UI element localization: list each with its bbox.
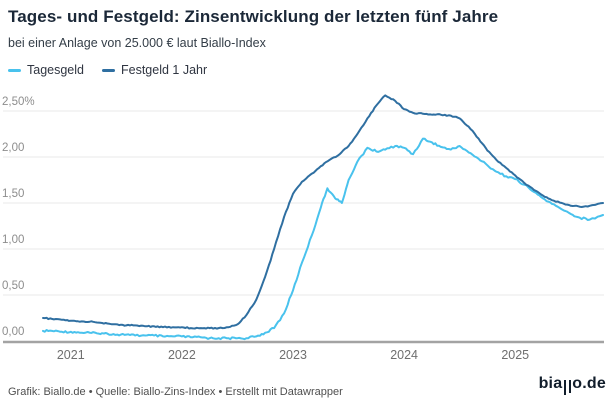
y-axis-tick-label: 2,50% bbox=[2, 96, 35, 108]
y-axis-tick-label: 1,50 bbox=[2, 188, 25, 200]
logo-bar-icon bbox=[568, 380, 571, 393]
legend-item: Festgeld 1 Jahr bbox=[102, 63, 207, 77]
logo-bar-icon bbox=[563, 380, 566, 395]
series-line-0 bbox=[42, 137, 604, 341]
biallo-logo: bia o.de bbox=[538, 375, 606, 395]
y-axis-tick-label: 0,50 bbox=[2, 280, 25, 292]
x-axis-tick-label: 2025 bbox=[501, 348, 530, 362]
legend-label: Tagesgeld bbox=[27, 63, 84, 77]
x-axis-tick-label: 2024 bbox=[390, 348, 419, 362]
x-axis-tick-label: 2023 bbox=[279, 348, 307, 362]
chart-subtitle: bei einer Anlage von 25.000 € laut Biall… bbox=[8, 36, 266, 50]
y-axis-tick-label: 2,00 bbox=[2, 142, 25, 154]
x-axis-tick-label: 2022 bbox=[167, 348, 196, 362]
legend: Tagesgeld Festgeld 1 Jahr bbox=[8, 63, 207, 77]
series-line-1 bbox=[42, 94, 604, 330]
y-axis-tick-label: 0,00 bbox=[2, 326, 25, 338]
legend-label: Festgeld 1 Jahr bbox=[121, 63, 208, 77]
logo-text-suffix: o.de bbox=[572, 375, 606, 392]
legend-swatch-icon bbox=[8, 68, 21, 72]
chart-title: Tages- und Festgeld: Zinsentwicklung der… bbox=[8, 7, 499, 26]
y-axis-tick-label: 1,00 bbox=[2, 234, 25, 246]
attribution-text: Grafik: Biallo.de • Quelle: Biallo-Zins-… bbox=[8, 386, 343, 398]
logo-text-prefix: bia bbox=[538, 375, 563, 392]
legend-swatch-icon bbox=[102, 68, 115, 72]
x-axis-tick-label: 2021 bbox=[56, 348, 85, 362]
legend-item: Tagesgeld bbox=[8, 63, 84, 77]
